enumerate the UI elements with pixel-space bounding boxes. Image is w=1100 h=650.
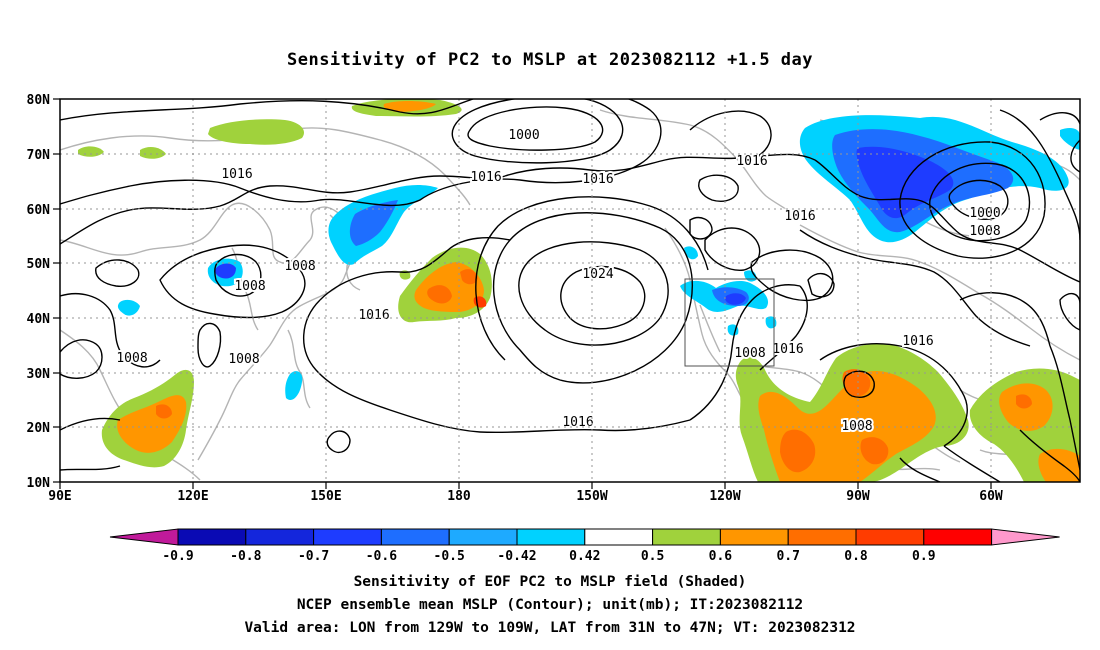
colorbar-extension-low [109, 528, 179, 546]
contour-label: 1016 [736, 154, 767, 169]
contour-label: 1016 [582, 172, 613, 187]
contour-label: 1024 [582, 267, 613, 282]
colorbar-swatch [245, 528, 315, 546]
colorbar-swatch [719, 528, 789, 546]
latitude-labels: 80N 70N 60N 50N 40N 30N 20N 10N [27, 93, 51, 491]
lat-label: 30N [27, 367, 51, 382]
colorbar-swatch [177, 528, 247, 546]
contour-label: 1016 [358, 308, 389, 323]
lat-label: 10N [27, 476, 51, 491]
colorbar-label: 0.9 [912, 549, 935, 564]
positive-sensitivity-areas [78, 99, 1080, 482]
contour-label: 1008 [116, 351, 147, 366]
colorbar-swatch [448, 528, 518, 546]
lon-label: 180 [447, 489, 471, 504]
colorbar-label: -0.6 [366, 549, 397, 564]
colorbar-swatch [652, 528, 721, 546]
map-plot-area: 1000 1016 1016 1016 1016 1016 1000 1008 … [60, 99, 1080, 482]
lon-label: 90W [846, 489, 870, 504]
lon-label: 60W [979, 489, 1003, 504]
lon-label: 150W [576, 489, 607, 504]
negative-sensitivity-areas [117, 115, 1080, 401]
contour-label: 1008 [734, 346, 765, 361]
caption-line-2: NCEP ensemble mean MSLP (Contour); unit(… [296, 597, 804, 613]
lon-label: 90E [48, 489, 71, 504]
colorbar-swatch [380, 528, 450, 546]
contour-label: 1000 [508, 128, 539, 143]
chart-title: Sensitivity of PC2 to MSLP at 2023082112… [286, 50, 813, 70]
colorbar-label: -0.5 [434, 549, 465, 564]
lat-label: 50N [27, 257, 51, 272]
contour-label: 1008 [234, 279, 265, 294]
contour-label: 1016 [902, 334, 933, 349]
mslp-contours [60, 99, 1080, 482]
contour-label: 1008 [841, 419, 872, 434]
lat-label: 20N [27, 421, 51, 436]
colorbar-extension-high [991, 528, 1060, 546]
colorbar-label: 0.42 [569, 549, 600, 564]
contour-label: 1016 [784, 209, 815, 224]
colorbar-label: 0.5 [641, 549, 664, 564]
lon-label: 120W [709, 489, 740, 504]
contour-label: 1008 [284, 259, 315, 274]
colorbar-swatch [584, 528, 654, 546]
tick-marks [53, 98, 992, 489]
lat-label: 40N [27, 312, 51, 327]
colorbar-swatch [923, 528, 993, 546]
gridlines [60, 99, 1080, 482]
colorbar-label: 0.7 [776, 549, 799, 564]
colorbar-swatch [787, 528, 857, 546]
contour-label: 1016 [470, 170, 501, 185]
lon-label: 120E [177, 489, 208, 504]
colorbar-swatch [516, 528, 586, 546]
contour-label: 1008 [228, 352, 259, 367]
colorbar-swatch [855, 528, 925, 546]
colorbar-label: -0.9 [162, 549, 193, 564]
lon-label: 150E [310, 489, 341, 504]
colorbar-label: -0.8 [230, 549, 261, 564]
lat-label: 60N [27, 203, 51, 218]
colorbar-label: -0.7 [298, 549, 329, 564]
colorbar-swatch [313, 528, 382, 546]
colorbar-label: 0.8 [844, 549, 868, 564]
lat-label: 70N [27, 148, 51, 163]
contour-label: 1008 [969, 224, 1000, 239]
contour-label: 1016 [562, 415, 593, 430]
contour-label: 1016 [221, 167, 252, 182]
map-frame [59, 98, 1081, 483]
colorbar: -0.9 -0.8 -0.7 -0.6 -0.5 -0.42 0.42 0.5 0.6 0.7 0.… [109, 528, 1060, 564]
contour-labels: 1000 1016 1016 1016 1016 1016 1000 1008 … [114, 126, 1002, 436]
contour-label: 1016 [772, 342, 803, 357]
caption-line-3: Valid area: LON from 129W to 109W, LAT f… [244, 620, 856, 636]
colorbar-label: -0.42 [497, 549, 536, 564]
contour-label: 1000 [969, 206, 1000, 221]
caption-line-1: Sensitivity of EOF PC2 to MSLP field (Sh… [353, 574, 747, 590]
longitude-labels: 90E 120E 150E 180 150W 120W 90W 60W [48, 489, 1003, 504]
lat-label: 80N [27, 93, 51, 108]
valid-area-box [684, 278, 775, 367]
colorbar-label: 0.6 [709, 549, 733, 564]
